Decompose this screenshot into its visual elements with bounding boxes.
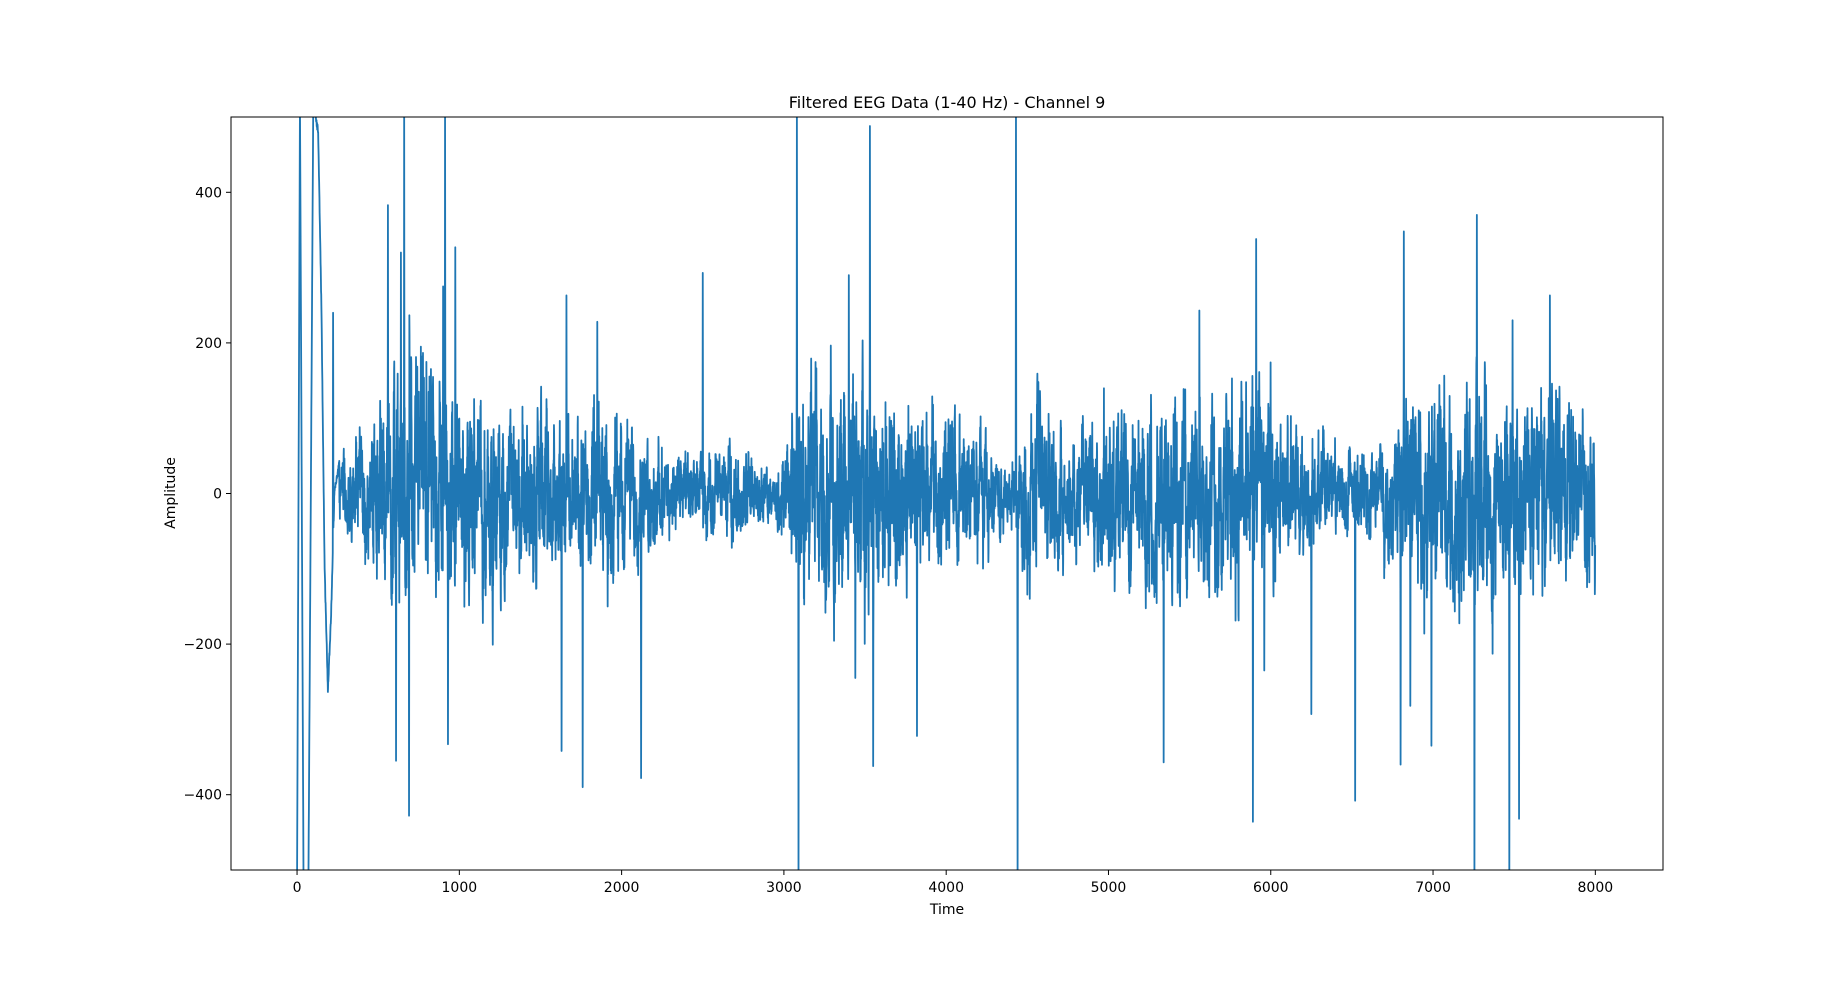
chart-title: Filtered EEG Data (1-40 Hz) - Channel 9 (789, 93, 1106, 112)
signal-path (296, 117, 1597, 870)
x-tick-label: 0 (293, 880, 302, 896)
x-tick-label: 6000 (1253, 880, 1289, 896)
y-axis: 400 200 0 −200 −400 (184, 185, 231, 804)
eeg-signal-line (296, 117, 1597, 870)
y-tick-label: 200 (195, 336, 222, 352)
x-tick-label: 7000 (1415, 880, 1451, 896)
x-axis: 0 1000 2000 3000 4000 5000 6000 7000 8000 (293, 870, 1614, 896)
y-tick-label: −200 (184, 637, 222, 653)
x-axis-label: Time (929, 902, 964, 918)
x-tick-label: 1000 (442, 880, 478, 896)
x-tick-label: 4000 (928, 880, 964, 896)
x-tick-label: 2000 (604, 880, 640, 896)
y-tick-label: 400 (195, 185, 222, 201)
x-tick-label: 5000 (1091, 880, 1127, 896)
y-tick-label: 0 (213, 487, 222, 503)
x-tick-label: 3000 (766, 880, 802, 896)
y-axis-label: Amplitude (163, 457, 179, 529)
x-tick-label: 8000 (1578, 880, 1614, 896)
y-tick-label: −400 (184, 788, 222, 804)
